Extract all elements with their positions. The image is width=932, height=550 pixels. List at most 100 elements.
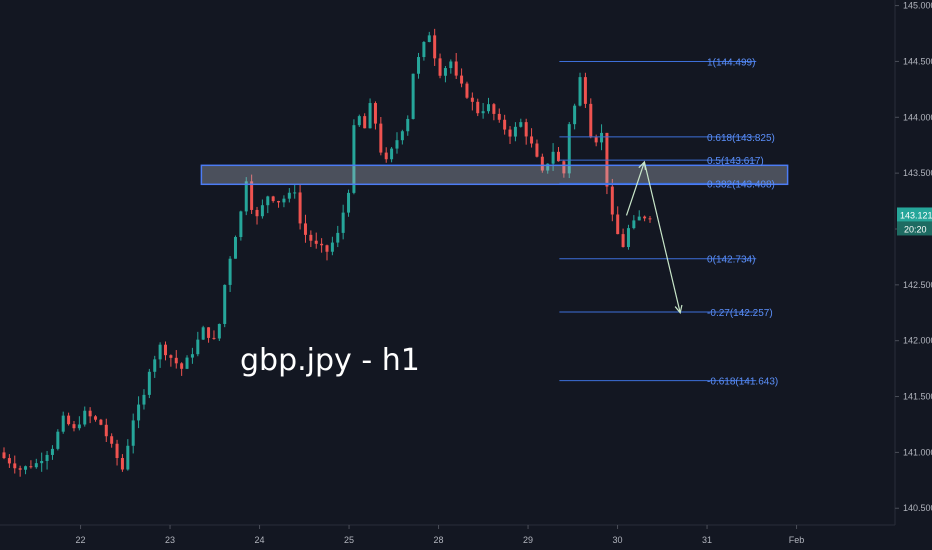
candle-body: [309, 234, 313, 241]
candle-body: [610, 186, 614, 215]
candle-body: [190, 354, 194, 358]
candle-body: [201, 327, 205, 340]
candle-body: [347, 192, 351, 213]
candle-body: [67, 415, 71, 425]
candle-body: [395, 140, 399, 149]
candle-body: [217, 323, 221, 339]
candle-body: [320, 243, 324, 246]
fib-level-label: 0.382(143.408): [707, 179, 775, 190]
y-tick-label: 141.500: [903, 392, 932, 402]
candle-body: [524, 122, 528, 137]
candle-body: [600, 132, 604, 143]
candle-body: [244, 181, 248, 212]
candle-body: [142, 394, 146, 405]
candle-body: [497, 113, 501, 120]
candle-body: [648, 218, 652, 220]
candle-body: [164, 344, 167, 356]
x-tick-label: 24: [255, 535, 265, 545]
current-price-badge: [897, 207, 932, 222]
candle-body: [250, 181, 254, 210]
candle-body: [449, 61, 453, 69]
y-tick-label: 142.500: [903, 280, 932, 290]
candle-body: [626, 228, 630, 248]
candle-body: [556, 151, 560, 162]
candle-body: [530, 136, 534, 144]
candle-body: [24, 466, 28, 470]
candle-body: [589, 103, 593, 138]
candle-body: [637, 216, 641, 221]
fib-level-label: 0.618(143.825): [707, 133, 775, 144]
candle-body: [632, 220, 636, 229]
y-tick-label: 145.000: [903, 1, 932, 11]
x-tick-label: 22: [76, 535, 86, 545]
fib-level-label: -0.27(142.257): [707, 308, 773, 319]
candle-body: [357, 116, 361, 126]
candle-body: [443, 68, 447, 76]
candle-body: [207, 327, 211, 338]
candle-body: [174, 357, 178, 364]
candle-body: [239, 211, 243, 238]
y-tick-label: 143.500: [903, 168, 932, 178]
x-tick-label: 29: [523, 535, 533, 545]
candle-body: [492, 104, 496, 114]
candle-body: [77, 424, 81, 429]
candle-body: [519, 122, 523, 127]
candle-body: [7, 458, 11, 464]
candle-body: [433, 35, 437, 59]
candle-body: [2, 452, 6, 459]
candle-body: [303, 223, 307, 235]
candle-body: [45, 454, 49, 461]
candle-body: [40, 460, 44, 464]
candle-body: [271, 196, 275, 202]
candle-body: [621, 234, 625, 248]
candle-body: [94, 416, 98, 420]
fib-level-label: 1(144.499): [707, 58, 755, 69]
fib-level-label: 0.5(143.617): [707, 156, 764, 167]
candle-body: [314, 240, 318, 244]
candle-body: [223, 284, 227, 324]
candle-body: [120, 458, 124, 470]
candle-body: [513, 126, 517, 137]
candle-body: [417, 57, 421, 74]
candle-body: [341, 212, 345, 233]
projection-down-line: [643, 161, 681, 313]
candle-body: [99, 419, 103, 425]
candle-body: [131, 420, 135, 446]
candle-body: [110, 436, 114, 444]
candle-body: [330, 242, 334, 252]
candle-body: [137, 404, 141, 421]
candle-body: [551, 151, 555, 164]
candle-body: [411, 73, 415, 119]
candle-body: [368, 103, 372, 129]
candle-body: [540, 156, 544, 171]
candle-body: [180, 363, 184, 369]
candle-body: [260, 205, 264, 217]
candle-body: [487, 104, 490, 112]
resistance-zone: [200, 164, 789, 186]
fib-level-label: 0(142.734): [707, 255, 755, 266]
candle-body: [336, 232, 340, 243]
candle-body: [363, 116, 367, 129]
x-tick-label: 28: [434, 535, 444, 545]
x-tick-label: 25: [344, 535, 354, 545]
candle-body: [185, 357, 189, 369]
candle-body: [293, 192, 297, 194]
candle-body: [476, 101, 480, 114]
candle-body: [616, 214, 620, 235]
candle-body: [88, 410, 92, 417]
candle-body: [460, 75, 464, 84]
countdown-value: 20:20: [904, 224, 927, 234]
candle-body: [583, 77, 587, 104]
candle-body: [298, 192, 302, 224]
y-tick-label: 141.000: [903, 447, 932, 457]
candle-body: [594, 137, 598, 143]
candle-body: [438, 58, 442, 76]
projection-up-line: [625, 161, 645, 216]
candle-body: [169, 355, 173, 358]
y-tick-label: 144.500: [903, 56, 932, 66]
candle-body: [72, 424, 76, 429]
candle-body: [508, 129, 512, 137]
candle-body: [126, 445, 130, 470]
candle-body: [379, 123, 383, 153]
